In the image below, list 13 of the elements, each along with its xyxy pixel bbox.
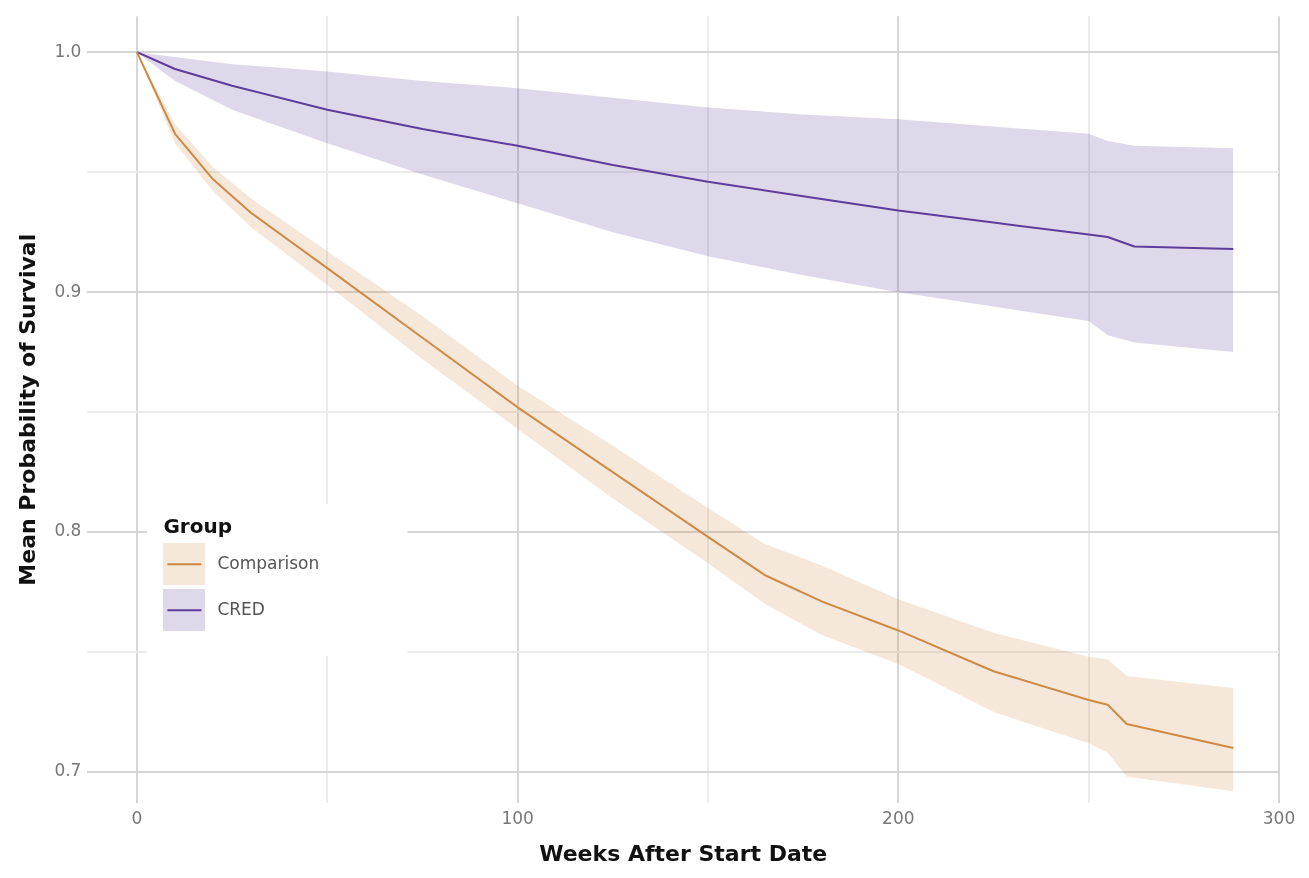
x-tick-label: 300: [1262, 807, 1296, 828]
legend-label: CRED: [217, 598, 265, 619]
y-tick-label: 0.8: [54, 520, 82, 541]
y-tick-label: 0.7: [54, 760, 82, 781]
y-tick-label: 1.0: [54, 40, 82, 61]
y-axis-title: Mean Probability of Survival: [14, 233, 40, 586]
x-tick-label: 200: [882, 807, 915, 828]
legend-title: Group: [163, 514, 233, 539]
x-tick-label: 100: [501, 807, 534, 828]
x-axis-title: Weeks After Start Date: [539, 840, 828, 866]
x-tick-label: 0: [131, 807, 143, 828]
y-tick-label: 0.9: [54, 280, 82, 301]
legend-label: Comparison: [217, 552, 320, 573]
